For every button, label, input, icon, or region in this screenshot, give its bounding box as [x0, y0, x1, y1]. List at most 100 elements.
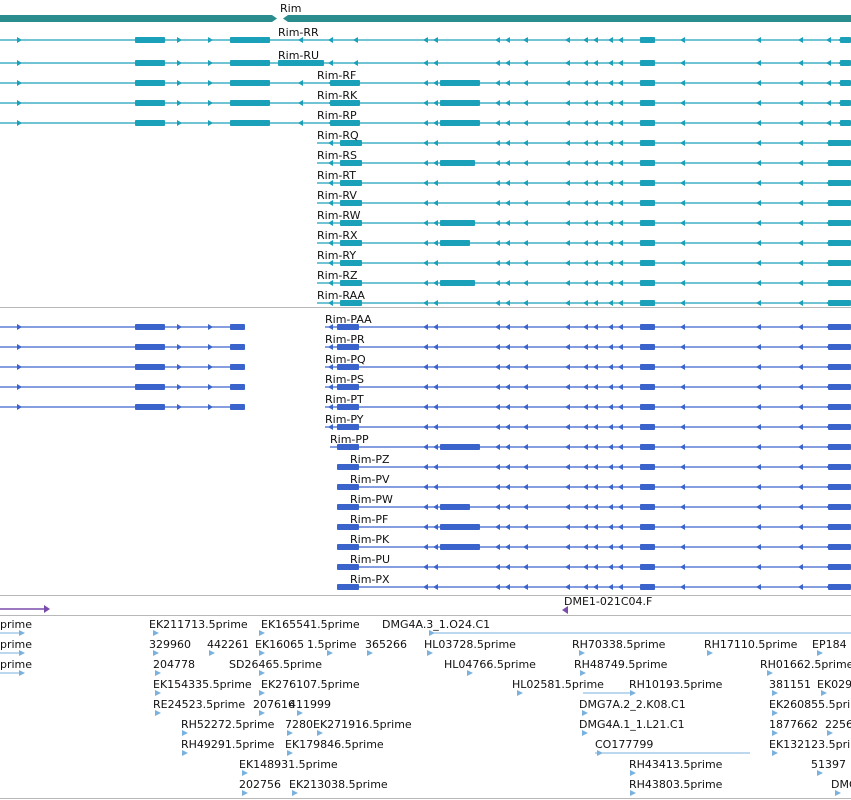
transcript-label[interactable]: Rim-RX: [317, 229, 358, 242]
est-label[interactable]: HL03728.5prime: [424, 638, 516, 651]
est-label[interactable]: DMG4A.1_1.L21.C1: [579, 718, 685, 731]
est-label[interactable]: 204778: [153, 658, 195, 671]
est-label[interactable]: prime: [0, 658, 33, 671]
est-label[interactable]: 381151: [769, 678, 811, 691]
transcript-label[interactable]: Rim-RF: [317, 69, 357, 82]
transcript-label[interactable]: Rim-PS: [325, 373, 364, 386]
transcript-label[interactable]: Rim-PT: [325, 393, 364, 406]
est-label[interactable]: RH52272.5prime: [181, 718, 275, 731]
strand-chevron: [433, 120, 438, 126]
est-label[interactable]: 7280: [285, 718, 313, 731]
est-label[interactable]: EP184: [812, 638, 847, 651]
est-label[interactable]: DMG: [831, 778, 851, 791]
est-arrow: [772, 750, 778, 756]
transcript-label[interactable]: Rim-RZ: [317, 269, 358, 282]
est-label[interactable]: EK211713.5prime: [149, 618, 248, 631]
transcript-label[interactable]: Rim-RW: [317, 209, 361, 222]
strand-chevron: [433, 160, 438, 166]
strand-chevron: [328, 100, 333, 106]
est-label[interactable]: EK276107.5prime: [261, 678, 360, 691]
est-label[interactable]: 202756: [239, 778, 281, 791]
strand-chevron: [838, 260, 843, 266]
est-label[interactable]: RH01662.5prime: [760, 658, 851, 671]
strand-chevron: [423, 60, 428, 66]
est-label[interactable]: SD26465.5prime: [229, 658, 322, 671]
est-label[interactable]: CO177799: [595, 738, 654, 751]
est-label[interactable]: EK271916.5prime: [313, 718, 412, 731]
est-label[interactable]: 207616: [253, 698, 295, 711]
est-label[interactable]: EK179846.5prime: [285, 738, 384, 751]
transcript-label[interactable]: Rim-RR: [278, 26, 319, 39]
transcript-label[interactable]: Rim-PW: [350, 493, 393, 506]
transcript-label[interactable]: Rim-PF: [350, 513, 389, 526]
transcript-label[interactable]: Rim-RY: [317, 249, 357, 262]
strand-chevron: [523, 364, 528, 370]
exon: [230, 384, 245, 390]
est-label[interactable]: 442261: [207, 638, 249, 651]
est-label[interactable]: RE24523.5prime: [153, 698, 246, 711]
est-label[interactable]: 411999: [289, 698, 331, 711]
est-label[interactable]: EK213038.5prime: [289, 778, 388, 791]
est-label[interactable]: HL04766.5prime: [444, 658, 536, 671]
est-label[interactable]: RH70338.5prime: [572, 638, 666, 651]
est-label[interactable]: EK260855.5prime: [769, 698, 851, 711]
strand-chevron: [608, 200, 613, 206]
strand-chevron: [208, 324, 213, 330]
transcript-label[interactable]: Rim-PY: [325, 413, 364, 426]
transcript-label[interactable]: Rim-RP: [317, 109, 357, 122]
est-label[interactable]: EK165541.5prime: [261, 618, 360, 631]
transcript-label[interactable]: Rim-PZ: [350, 453, 390, 466]
transcript-label[interactable]: Rim-PP: [330, 433, 369, 446]
gene-label-rim[interactable]: Rim: [280, 2, 302, 15]
est-label[interactable]: DMG4A.3_1.O24.C1: [382, 618, 491, 631]
est-label[interactable]: prime: [0, 618, 33, 631]
exon: [230, 404, 245, 410]
est-label[interactable]: RH10193.5prime: [629, 678, 723, 691]
transcript-label[interactable]: Rim-RV: [317, 189, 357, 202]
strand-chevron: [328, 300, 333, 306]
strand-chevron: [353, 240, 358, 246]
transcript-label[interactable]: Rim-PR: [325, 333, 365, 346]
est-label[interactable]: EK154335.5prime: [153, 678, 252, 691]
est-label[interactable]: 1877662: [769, 718, 818, 731]
est-label[interactable]: 1.5prime: [307, 638, 357, 651]
transcript-label[interactable]: Rim-RU: [278, 49, 320, 62]
transcript-label[interactable]: Rim-RQ: [317, 129, 359, 142]
transcript-label[interactable]: Rim-RT: [317, 169, 356, 182]
strand-chevron: [328, 180, 333, 186]
transcript-label[interactable]: Rim-RK: [317, 89, 358, 102]
est-label[interactable]: EK148931.5prime: [239, 758, 338, 771]
strand-chevron: [583, 100, 588, 106]
transcript-label[interactable]: Rim-PQ: [325, 353, 366, 366]
est-label[interactable]: EK029: [817, 678, 851, 691]
strand-chevron: [593, 180, 598, 186]
transcript-label[interactable]: Rim-PX: [350, 573, 390, 586]
est-label[interactable]: EK16065: [255, 638, 305, 651]
strand-chevron: [353, 100, 358, 106]
est-label[interactable]: RH17110.5prime: [704, 638, 798, 651]
transcript-label[interactable]: Rim-RAA: [317, 289, 365, 302]
est-label[interactable]: 2256: [825, 718, 851, 731]
est-label[interactable]: 51397: [811, 758, 846, 771]
est-label[interactable]: HL02581.5prime: [512, 678, 604, 691]
est-label[interactable]: 365266: [365, 638, 407, 651]
transcript-label[interactable]: Rim-RS: [317, 149, 358, 162]
strand-chevron: [433, 324, 438, 330]
strand-chevron: [505, 444, 510, 450]
transcript-label[interactable]: Rim-PK: [350, 533, 390, 546]
strand-chevron: [593, 584, 598, 590]
strand-chevron: [328, 260, 333, 266]
est-label[interactable]: RH49291.5prime: [181, 738, 275, 751]
transcript-label[interactable]: Rim-PAA: [325, 313, 372, 326]
est-label[interactable]: EK132123.5prime: [769, 738, 851, 751]
est-label[interactable]: RH48749.5prime: [574, 658, 668, 671]
est-label[interactable]: prime: [0, 638, 33, 651]
est-label[interactable]: RH43413.5prime: [629, 758, 723, 771]
strand-chevron: [505, 564, 510, 570]
cdna-label[interactable]: DME1-021C04.F: [564, 595, 653, 608]
transcript-label[interactable]: Rim-PU: [350, 553, 391, 566]
est-label[interactable]: RH43803.5prime: [629, 778, 723, 791]
transcript-label[interactable]: Rim-PV: [350, 473, 390, 486]
est-label[interactable]: 329960: [149, 638, 191, 651]
est-label[interactable]: DMG7A.2_2.K08.C1: [579, 698, 686, 711]
